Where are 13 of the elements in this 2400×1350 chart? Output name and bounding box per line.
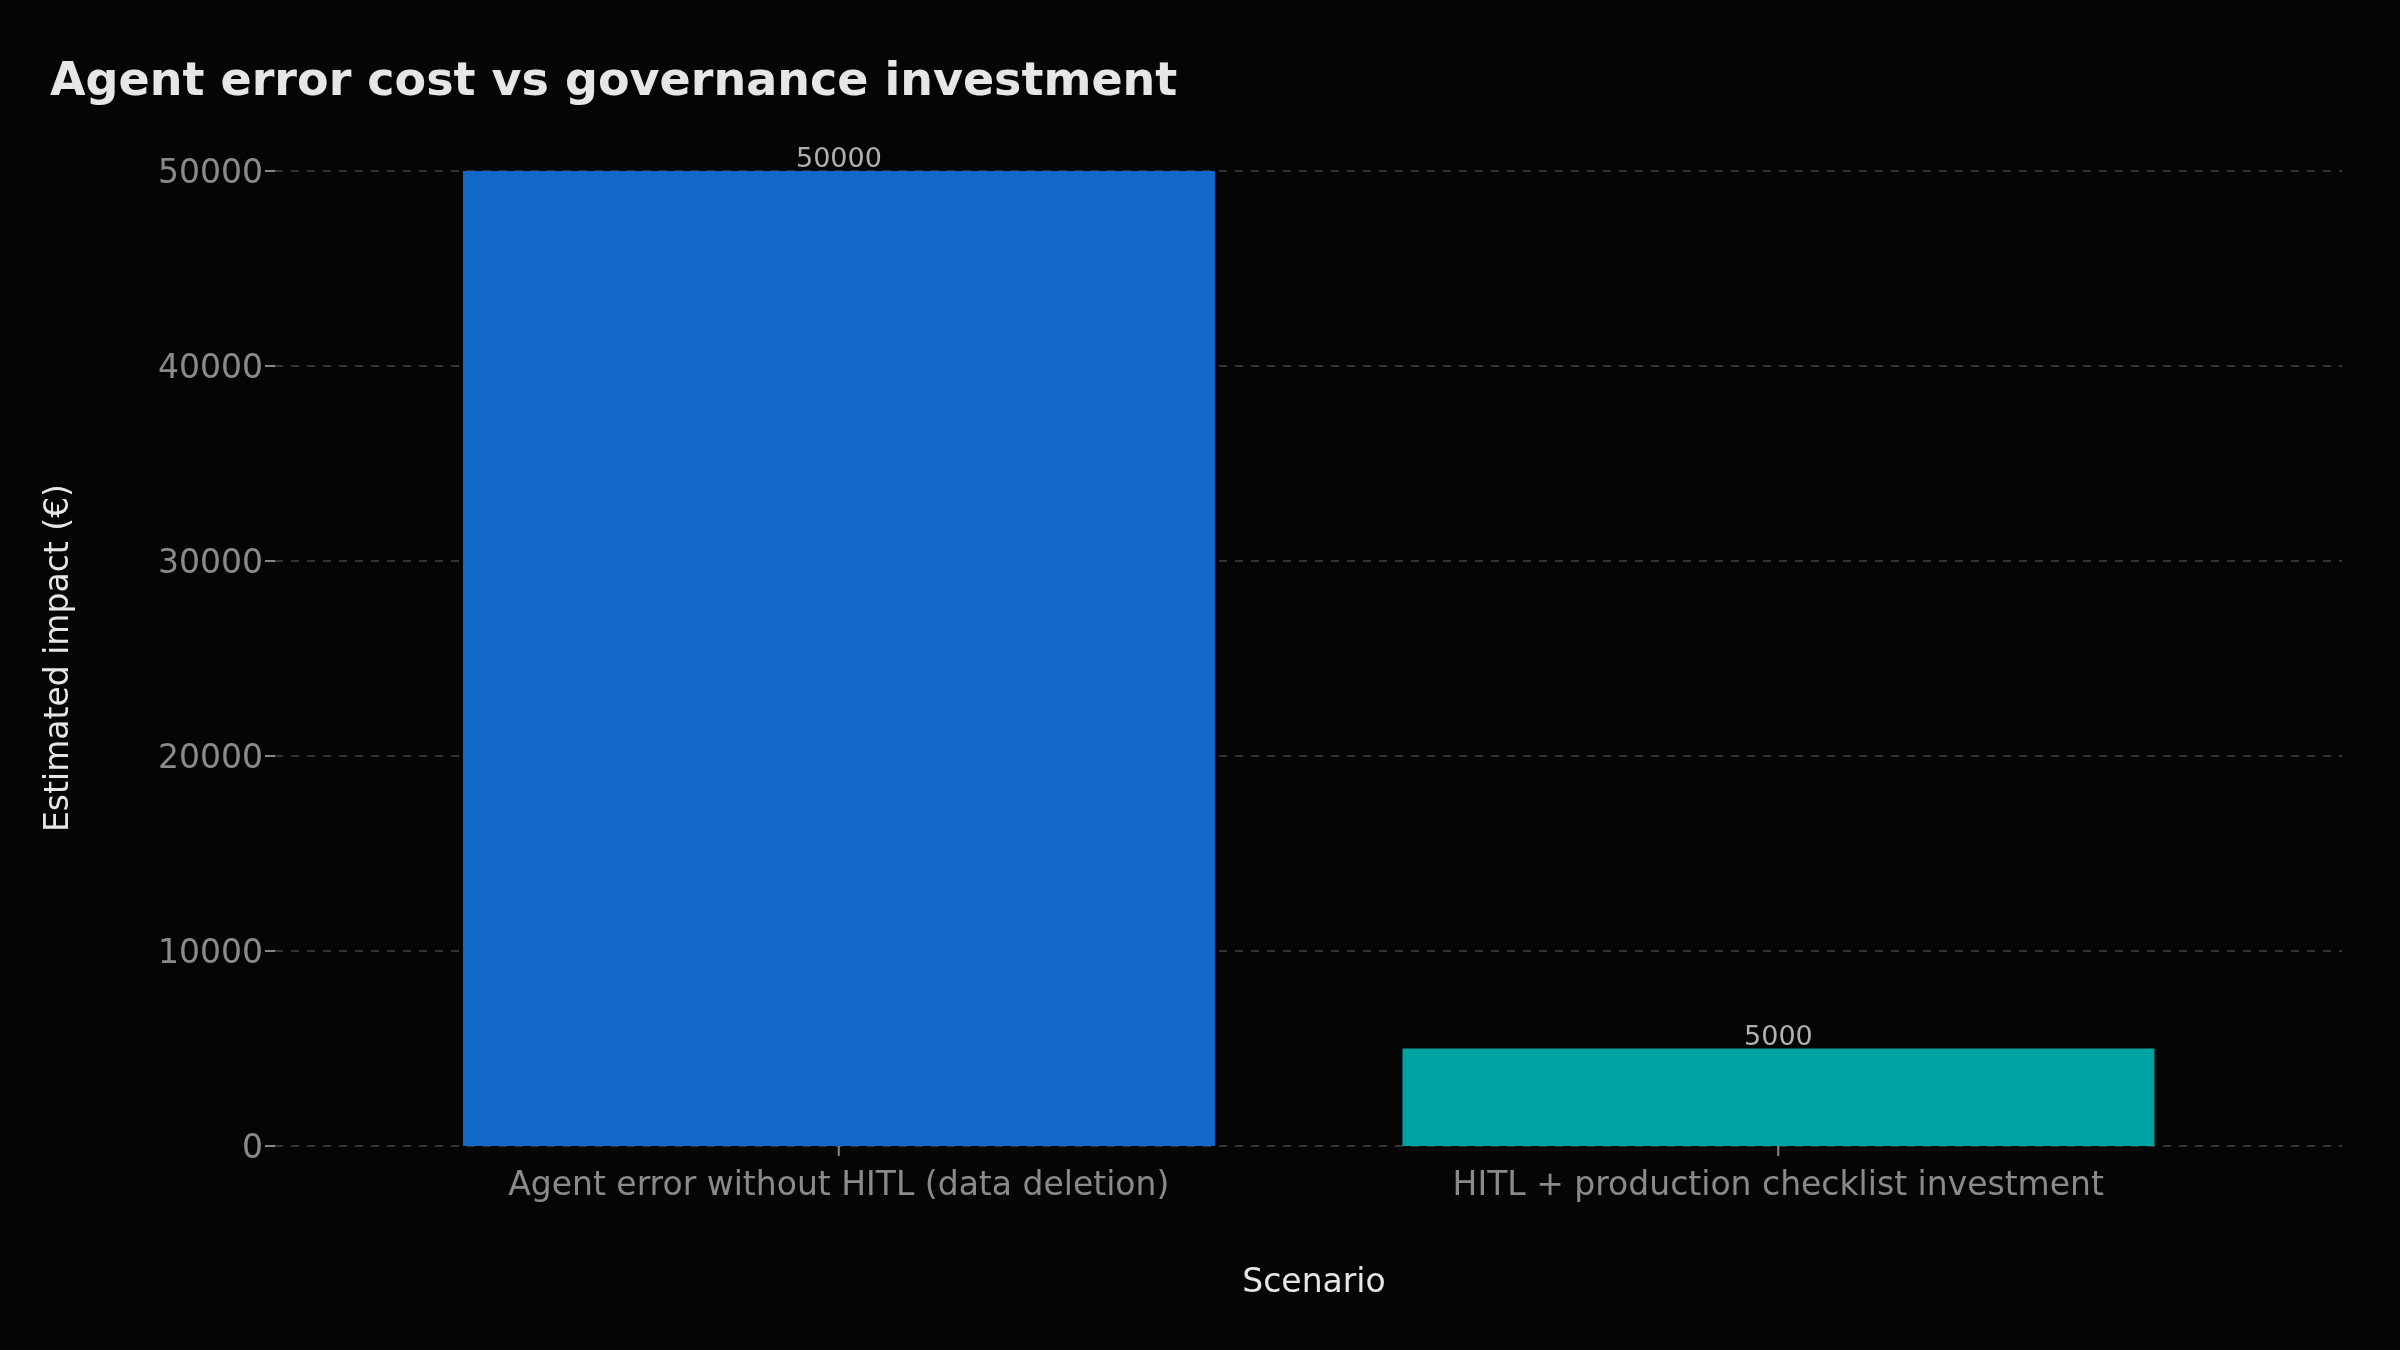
y-tick-label: 0	[242, 1126, 263, 1166]
x-tick-label: HITL + production checklist investment	[1452, 1164, 2104, 1204]
data-label: 50000	[796, 142, 882, 173]
y-tick-label: 10000	[158, 931, 263, 971]
y-tick-label: 20000	[158, 736, 263, 776]
x-axis-title: Scenario	[1242, 1260, 1386, 1300]
y-axis-title: Estimated impact (€)	[36, 484, 76, 832]
data-label: 5000	[1744, 1019, 1813, 1051]
chart-title: Agent error cost vs governance investment	[50, 52, 1178, 106]
y-tick-label: 50000	[158, 151, 263, 191]
y-tick-label: 30000	[158, 541, 263, 581]
x-tick-label: Agent error without HITL (data deletion)	[508, 1164, 1170, 1204]
y-tick-label: 40000	[158, 346, 263, 386]
